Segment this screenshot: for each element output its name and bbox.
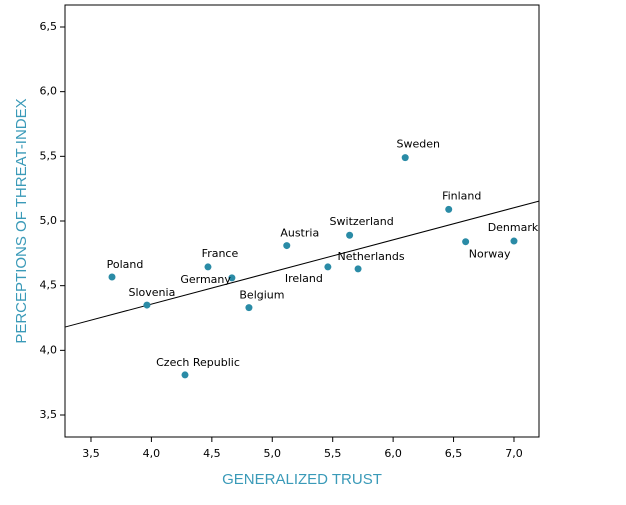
x-tick-label: 5,5 <box>324 447 342 460</box>
point <box>324 263 332 271</box>
y-tick-label: 4,0 <box>40 343 58 356</box>
point <box>245 304 253 312</box>
y-tick-label: 6,5 <box>40 20 58 33</box>
y-tick-label: 5,0 <box>40 214 58 227</box>
x-tick-label: 6,0 <box>384 447 402 460</box>
point <box>283 242 291 250</box>
point <box>401 154 409 162</box>
y-tick-label: 6,0 <box>40 85 58 98</box>
x-axis-title: GENERALIZED TRUST <box>222 471 382 488</box>
x-tick-label: 5,0 <box>264 447 282 460</box>
point-label: Czech Republic <box>156 356 240 369</box>
point <box>143 301 151 309</box>
point <box>204 263 212 271</box>
point-label: Norway <box>469 248 511 261</box>
point-label: Netherlands <box>338 250 405 263</box>
point <box>445 205 453 213</box>
point <box>228 274 236 282</box>
point-label: Ireland <box>285 272 323 285</box>
x-tick-label: 3,5 <box>82 447 100 460</box>
point-label: France <box>202 247 239 260</box>
y-tick-label: 4,5 <box>40 279 58 292</box>
plot-frame <box>64 4 540 438</box>
x-tick-label: 7,0 <box>505 447 523 460</box>
point-label: Belgium <box>239 289 284 302</box>
point-label: Finland <box>442 189 481 202</box>
point-label: Switzerland <box>330 215 394 228</box>
point-label: Denmark <box>488 221 539 234</box>
point <box>462 238 470 246</box>
point <box>108 273 116 281</box>
point-label: Germany <box>180 273 231 286</box>
point <box>354 265 362 273</box>
y-tick-label: 3,5 <box>40 408 58 421</box>
point <box>510 237 518 245</box>
x-tick-label: 6,5 <box>445 447 463 460</box>
x-tick-label: 4,0 <box>143 447 161 460</box>
point-label: Austria <box>280 227 319 240</box>
point <box>346 231 354 239</box>
point-label: Sweden <box>396 138 439 151</box>
y-axis-title: PERCEPTIONS OF THREAT-INDEX <box>13 98 30 343</box>
point-label: Slovenia <box>129 286 176 299</box>
point <box>181 371 189 379</box>
point-label: Poland <box>107 258 144 271</box>
y-tick-label: 5,5 <box>40 149 58 162</box>
x-tick-label: 4,5 <box>203 447 221 460</box>
